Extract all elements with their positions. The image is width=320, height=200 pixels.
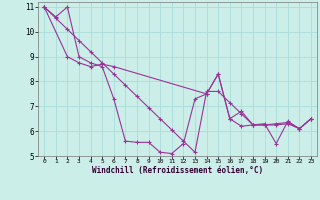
X-axis label: Windchill (Refroidissement éolien,°C): Windchill (Refroidissement éolien,°C) xyxy=(92,166,263,175)
